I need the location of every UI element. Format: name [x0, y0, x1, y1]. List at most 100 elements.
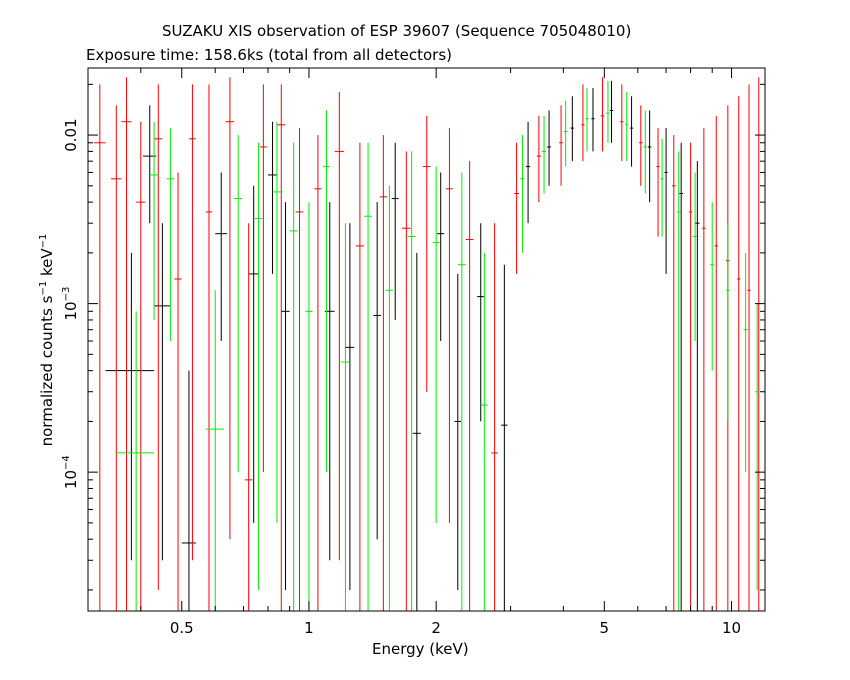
- data-point: [639, 105, 643, 186]
- data-point: [289, 142, 298, 611]
- data-point: [305, 202, 313, 611]
- data-point: [491, 223, 498, 611]
- data-point: [600, 77, 605, 152]
- x-tick-label: 2: [431, 619, 441, 637]
- data-point: [710, 202, 715, 371]
- data-point: [679, 142, 684, 611]
- data-point: [105, 252, 155, 561]
- data-point: [702, 128, 706, 611]
- data-point: [620, 84, 624, 162]
- data-point: [591, 88, 595, 152]
- x-tick-label: 1: [304, 619, 314, 637]
- data-point: [692, 172, 698, 341]
- data-point: [606, 80, 610, 143]
- data-point: [234, 135, 243, 473]
- data-point: [501, 264, 508, 611]
- data-point: [385, 185, 393, 611]
- data-point: [656, 128, 660, 237]
- data-point: [625, 92, 629, 162]
- data-point: [314, 135, 322, 611]
- data-point: [688, 142, 693, 611]
- data-point: [407, 151, 416, 611]
- chart-subtitle: Exposure time: 158.6ks (total from all d…: [86, 46, 453, 64]
- y-axis-label: normalized counts s−1 keV−1: [38, 233, 56, 447]
- data-point: [401, 151, 411, 611]
- data-point: [248, 185, 259, 523]
- data-point: [379, 135, 388, 611]
- x-tick-label: 10: [722, 619, 741, 637]
- data-point: [520, 135, 525, 253]
- data-point: [323, 110, 330, 473]
- series-1: [94, 77, 761, 611]
- data-point: [345, 223, 355, 590]
- data-point: [166, 128, 175, 341]
- data-point: [755, 303, 760, 590]
- data-point: [116, 311, 155, 611]
- tick-layer: 0.5 1 2 5 10 0.01 10−3 10−4: [61, 68, 765, 637]
- data-point: [205, 290, 225, 611]
- data-point: [609, 80, 614, 143]
- data-point: [205, 84, 213, 611]
- data-point: [643, 110, 648, 194]
- data-point: [547, 110, 552, 186]
- x-axis-label: Energy (keV): [372, 640, 469, 658]
- x-tick-label: 5: [600, 619, 610, 637]
- data-point: [672, 135, 676, 611]
- data-point: [373, 202, 381, 540]
- data-point: [244, 223, 253, 611]
- data-point: [585, 88, 589, 152]
- data-point: [647, 110, 652, 203]
- data-point: [412, 252, 421, 611]
- data-point: [664, 128, 668, 274]
- y-tick-label: 10−3: [61, 287, 80, 321]
- data-point: [743, 252, 748, 473]
- data-point: [747, 84, 751, 611]
- data-point: [676, 151, 681, 611]
- data-point: [364, 142, 373, 611]
- data-point: [174, 172, 182, 611]
- data-point: [541, 115, 547, 194]
- data-point: [295, 128, 304, 611]
- data-point: [477, 223, 485, 422]
- data-point: [457, 172, 466, 611]
- chart-title: SUZAKU XIS observation of ESP 39607 (Seq…: [162, 22, 632, 40]
- data-point: [391, 142, 399, 320]
- series-0: [105, 80, 700, 611]
- series-2: [116, 80, 760, 611]
- data-point: [281, 202, 290, 590]
- data-point: [154, 84, 163, 590]
- data-point: [714, 115, 719, 611]
- data-point: [422, 115, 431, 392]
- data-point: [334, 92, 344, 561]
- data-point: [215, 172, 228, 341]
- data-point: [536, 115, 541, 203]
- data-point: [276, 84, 286, 611]
- data-point: [725, 223, 730, 422]
- data-point: [94, 84, 106, 611]
- series-layer: [94, 77, 761, 611]
- data-point: [254, 142, 263, 590]
- data-point: [563, 100, 568, 167]
- data-point: [121, 77, 132, 611]
- data-point: [570, 96, 575, 162]
- y-tick-label: 10−4: [61, 455, 80, 489]
- data-point: [154, 223, 171, 561]
- data-point: [110, 105, 122, 611]
- data-point: [445, 128, 453, 523]
- data-point: [272, 121, 282, 523]
- data-point: [559, 105, 563, 186]
- plot-frame: [87, 67, 766, 612]
- data-point: [340, 223, 350, 611]
- data-point: [736, 96, 741, 611]
- data-point: [432, 166, 440, 523]
- data-point: [454, 273, 462, 590]
- data-point: [181, 370, 196, 611]
- data-point: [465, 161, 474, 611]
- data-point: [259, 84, 267, 473]
- data-point: [629, 96, 634, 167]
- data-point: [695, 161, 700, 611]
- data-point: [268, 121, 277, 274]
- data-point: [514, 142, 519, 274]
- data-point: [355, 142, 365, 611]
